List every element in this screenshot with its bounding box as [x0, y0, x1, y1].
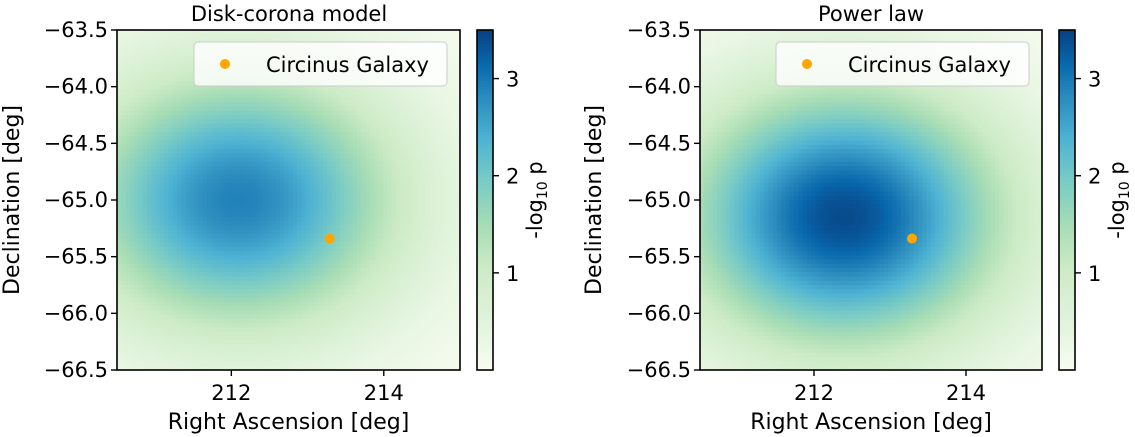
colorbar: 1 2 3 -log10 p — [476, 29, 551, 371]
x-tick-label: 212 — [794, 381, 834, 405]
colorbar-tick-label: 1 — [1088, 262, 1101, 286]
circinus-galaxy-marker — [907, 233, 918, 244]
legend-label: Circinus Galaxy — [848, 53, 1011, 77]
y-tick-label: −64.5 — [627, 131, 691, 155]
legend: Circinus Galaxy — [775, 41, 1030, 87]
circinus-galaxy-marker — [324, 233, 335, 244]
colorbar-tick-label: 3 — [506, 68, 519, 92]
y-tick-label: −65.0 — [627, 188, 691, 212]
y-tick-label: −63.5 — [44, 18, 108, 42]
colorbar-frame — [476, 29, 494, 371]
y-tick-label: −64.0 — [627, 75, 691, 99]
heatmap — [117, 30, 461, 371]
y-tick-label: −66.5 — [44, 358, 108, 382]
x-axis-label: Right Ascension [deg] — [750, 410, 992, 435]
x-tick-label: 214 — [946, 381, 986, 405]
y-tick-label: −66.0 — [627, 301, 691, 325]
legend: Circinus Galaxy — [193, 41, 448, 87]
y-tick-label: −66.0 — [44, 301, 108, 325]
x-tick-label: 212 — [211, 381, 251, 405]
y-tick-label: −65.0 — [44, 188, 108, 212]
chart-panel-2: 212 214 −63.5 −64.0 −64.5 −65.0 −65.5 −66.0 −66.… — [582, 2, 1133, 435]
chart-title: Disk-corona model — [191, 2, 387, 26]
colorbar-tick-label: 2 — [1088, 165, 1101, 189]
legend-box — [775, 41, 1030, 87]
chart-title: Power law — [818, 2, 924, 26]
y-tick-label: −64.0 — [44, 75, 108, 99]
colorbar-label: -log10 p — [523, 161, 551, 238]
y-tick-label: −64.5 — [44, 131, 108, 155]
colorbar-frame — [1058, 29, 1076, 371]
legend-marker — [802, 59, 812, 69]
colorbar-tick-label: 3 — [1088, 68, 1101, 92]
legend-label: Circinus Galaxy — [266, 53, 429, 77]
colorbar: 1 2 3 -log10 p — [1058, 29, 1133, 371]
y-tick-label: −65.5 — [44, 245, 108, 269]
y-tick-label: −65.5 — [627, 245, 691, 269]
y-tick-label: −63.5 — [627, 18, 691, 42]
colorbar-tick-label: 1 — [506, 262, 519, 286]
y-tick-label: −66.5 — [627, 358, 691, 382]
x-tick-label: 214 — [364, 381, 404, 405]
legend-box — [193, 41, 448, 87]
legend-marker — [220, 59, 230, 69]
y-axis-label: Declination [deg] — [0, 105, 25, 295]
chart-panel-1: 212 214 −63.5 −64.0 −64.5 −65.0 −65.5 −66.0 −66.… — [0, 2, 551, 435]
colorbar-label: -log10 p — [1105, 161, 1133, 238]
x-axis-label: Right Ascension [deg] — [168, 410, 410, 435]
y-axis-label: Declination [deg] — [582, 105, 607, 295]
colorbar-tick-label: 2 — [506, 165, 519, 189]
